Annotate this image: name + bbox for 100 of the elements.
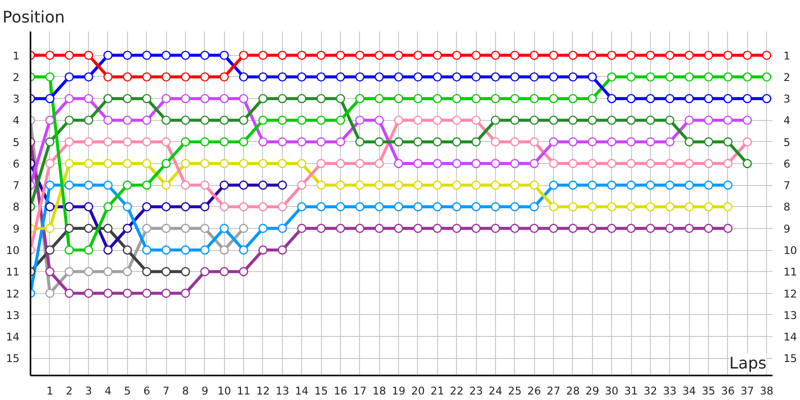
y-tick-label: 12 bbox=[6, 287, 20, 300]
y2-tick-label: 11 bbox=[784, 266, 798, 279]
x-tick-label: 15 bbox=[314, 384, 328, 398]
point bbox=[278, 72, 287, 82]
point bbox=[723, 72, 733, 82]
point bbox=[355, 158, 364, 168]
x-tick-label: 10 bbox=[217, 384, 232, 398]
point bbox=[588, 224, 597, 233]
point bbox=[84, 267, 94, 276]
point bbox=[258, 72, 268, 82]
point bbox=[646, 202, 656, 212]
point bbox=[45, 224, 54, 233]
x-tick-label: 20 bbox=[411, 384, 425, 398]
point bbox=[646, 224, 656, 233]
point bbox=[607, 180, 616, 190]
point bbox=[180, 94, 190, 104]
point bbox=[432, 224, 442, 233]
point bbox=[220, 224, 229, 233]
point bbox=[374, 94, 384, 104]
point bbox=[336, 158, 346, 168]
point bbox=[84, 224, 94, 233]
point bbox=[45, 94, 54, 104]
point bbox=[646, 94, 656, 104]
x-tick-label: 13 bbox=[276, 384, 290, 398]
point bbox=[665, 116, 674, 125]
y-tick-label: 3 bbox=[12, 92, 20, 106]
point bbox=[452, 116, 462, 125]
point bbox=[471, 116, 481, 125]
point bbox=[548, 116, 558, 125]
point bbox=[84, 288, 94, 298]
x-tick-label: 18 bbox=[372, 384, 386, 398]
point bbox=[122, 116, 132, 125]
point bbox=[103, 180, 113, 190]
point bbox=[162, 288, 171, 298]
point bbox=[103, 50, 113, 60]
point bbox=[568, 202, 578, 212]
point bbox=[490, 224, 500, 233]
point bbox=[239, 202, 248, 212]
point bbox=[568, 116, 578, 125]
x-tick-label: 12 bbox=[256, 384, 270, 398]
point bbox=[122, 267, 132, 276]
x-tick-label: 23 bbox=[469, 384, 483, 398]
point bbox=[258, 50, 268, 60]
point bbox=[432, 158, 442, 168]
x-tick-label: 19 bbox=[392, 384, 406, 398]
point bbox=[103, 94, 113, 104]
point bbox=[162, 158, 171, 168]
point bbox=[490, 94, 500, 104]
point bbox=[588, 137, 597, 146]
point bbox=[239, 245, 248, 255]
point bbox=[180, 50, 190, 60]
point bbox=[413, 158, 423, 168]
x-tick-label: 11 bbox=[236, 384, 250, 398]
y-axis-title: Position bbox=[2, 8, 65, 26]
point bbox=[64, 116, 74, 125]
point bbox=[180, 137, 190, 146]
point bbox=[646, 180, 656, 190]
point bbox=[530, 224, 539, 233]
point bbox=[220, 267, 229, 276]
point bbox=[490, 137, 500, 146]
x-tick-label: 17 bbox=[353, 384, 367, 398]
point bbox=[200, 137, 210, 146]
y-tick-label: 8 bbox=[12, 200, 20, 214]
point bbox=[626, 158, 636, 168]
point bbox=[490, 116, 500, 125]
point bbox=[665, 202, 674, 212]
point bbox=[490, 158, 500, 168]
x-tick-label: 29 bbox=[586, 384, 600, 398]
point bbox=[607, 158, 616, 168]
point bbox=[626, 180, 636, 190]
point bbox=[568, 137, 578, 146]
point bbox=[432, 116, 442, 125]
x-tick-label: 25 bbox=[508, 384, 522, 398]
point bbox=[684, 137, 694, 146]
point bbox=[258, 224, 268, 233]
point bbox=[452, 94, 462, 104]
point bbox=[278, 137, 287, 146]
point bbox=[510, 202, 520, 212]
point bbox=[568, 180, 578, 190]
point bbox=[297, 224, 306, 233]
point bbox=[530, 72, 539, 82]
point bbox=[374, 158, 384, 168]
point bbox=[200, 267, 210, 276]
point bbox=[180, 180, 190, 190]
point bbox=[239, 72, 248, 82]
y2-tick-label: 8 bbox=[784, 200, 790, 214]
x-tick-label: 27 bbox=[546, 384, 560, 398]
point bbox=[626, 202, 636, 212]
y-tick-label: 5 bbox=[12, 136, 20, 149]
point bbox=[665, 94, 674, 104]
point bbox=[200, 224, 210, 233]
y2-tick-label: 13 bbox=[784, 308, 798, 322]
point bbox=[278, 224, 287, 233]
point bbox=[258, 158, 268, 168]
point bbox=[665, 224, 674, 233]
point bbox=[355, 94, 364, 104]
point bbox=[626, 94, 636, 104]
point bbox=[200, 50, 210, 60]
y2-tick-label: 10 bbox=[784, 244, 798, 258]
point bbox=[452, 72, 462, 82]
